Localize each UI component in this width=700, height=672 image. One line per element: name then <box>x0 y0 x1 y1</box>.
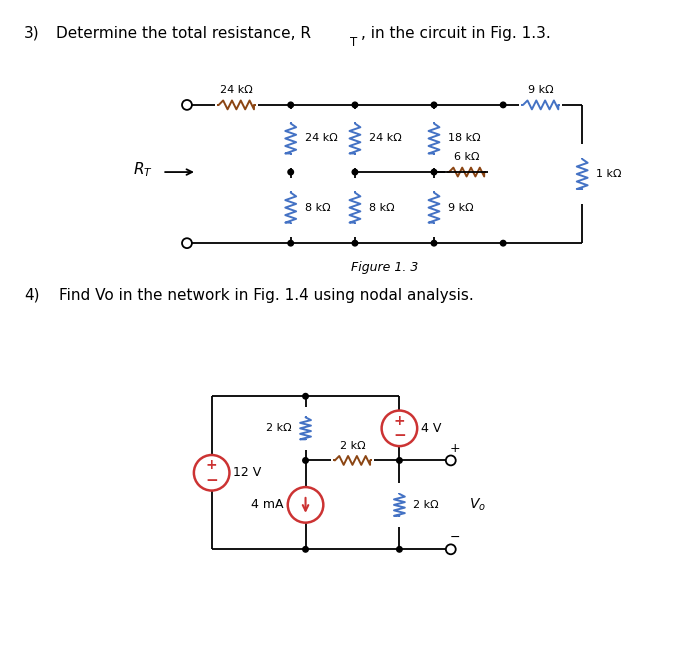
Circle shape <box>352 102 358 108</box>
Text: Figure 1. 3: Figure 1. 3 <box>351 261 419 274</box>
Circle shape <box>288 169 293 175</box>
Circle shape <box>288 241 293 246</box>
Circle shape <box>303 546 308 552</box>
Text: 4 V: 4 V <box>421 422 442 435</box>
Text: +: + <box>449 442 460 455</box>
Text: 12 V: 12 V <box>233 466 262 479</box>
Text: 9 kΩ: 9 kΩ <box>448 203 473 212</box>
Circle shape <box>352 169 358 175</box>
Text: 18 kΩ: 18 kΩ <box>448 134 480 144</box>
Text: 9 kΩ: 9 kΩ <box>528 85 554 95</box>
Text: +: + <box>393 414 405 428</box>
Text: +: + <box>206 458 218 472</box>
Circle shape <box>431 169 437 175</box>
Text: 24 kΩ: 24 kΩ <box>304 134 337 144</box>
Circle shape <box>288 102 293 108</box>
Text: $R_T$: $R_T$ <box>132 161 153 179</box>
Circle shape <box>431 241 437 246</box>
Circle shape <box>500 241 506 246</box>
Circle shape <box>303 458 308 463</box>
Text: 2 kΩ: 2 kΩ <box>340 441 365 450</box>
Text: 2 kΩ: 2 kΩ <box>266 423 292 433</box>
Text: T: T <box>350 36 357 49</box>
Text: −: − <box>449 531 460 544</box>
Text: 4 mA: 4 mA <box>251 499 284 511</box>
Text: $V_o$: $V_o$ <box>468 497 486 513</box>
Text: , in the circuit in Fig. 1.3.: , in the circuit in Fig. 1.3. <box>361 26 551 41</box>
Text: Find Vo in the network in Fig. 1.4 using nodal analysis.: Find Vo in the network in Fig. 1.4 using… <box>59 288 473 302</box>
Text: 1 kΩ: 1 kΩ <box>596 169 622 179</box>
Text: 6 kΩ: 6 kΩ <box>454 152 480 162</box>
Text: Determine the total resistance, R: Determine the total resistance, R <box>55 26 311 41</box>
Circle shape <box>500 102 506 108</box>
Circle shape <box>303 394 308 399</box>
Circle shape <box>431 102 437 108</box>
Text: 8 kΩ: 8 kΩ <box>304 203 330 212</box>
Circle shape <box>352 241 358 246</box>
Text: 4): 4) <box>24 288 39 302</box>
Text: 2 kΩ: 2 kΩ <box>413 500 439 510</box>
Text: 24 kΩ: 24 kΩ <box>220 85 253 95</box>
Text: 3): 3) <box>24 26 40 41</box>
Text: −: − <box>393 428 406 444</box>
Text: 24 kΩ: 24 kΩ <box>369 134 402 144</box>
Text: 8 kΩ: 8 kΩ <box>369 203 394 212</box>
Text: −: − <box>205 472 218 488</box>
Circle shape <box>397 546 402 552</box>
Circle shape <box>397 458 402 463</box>
